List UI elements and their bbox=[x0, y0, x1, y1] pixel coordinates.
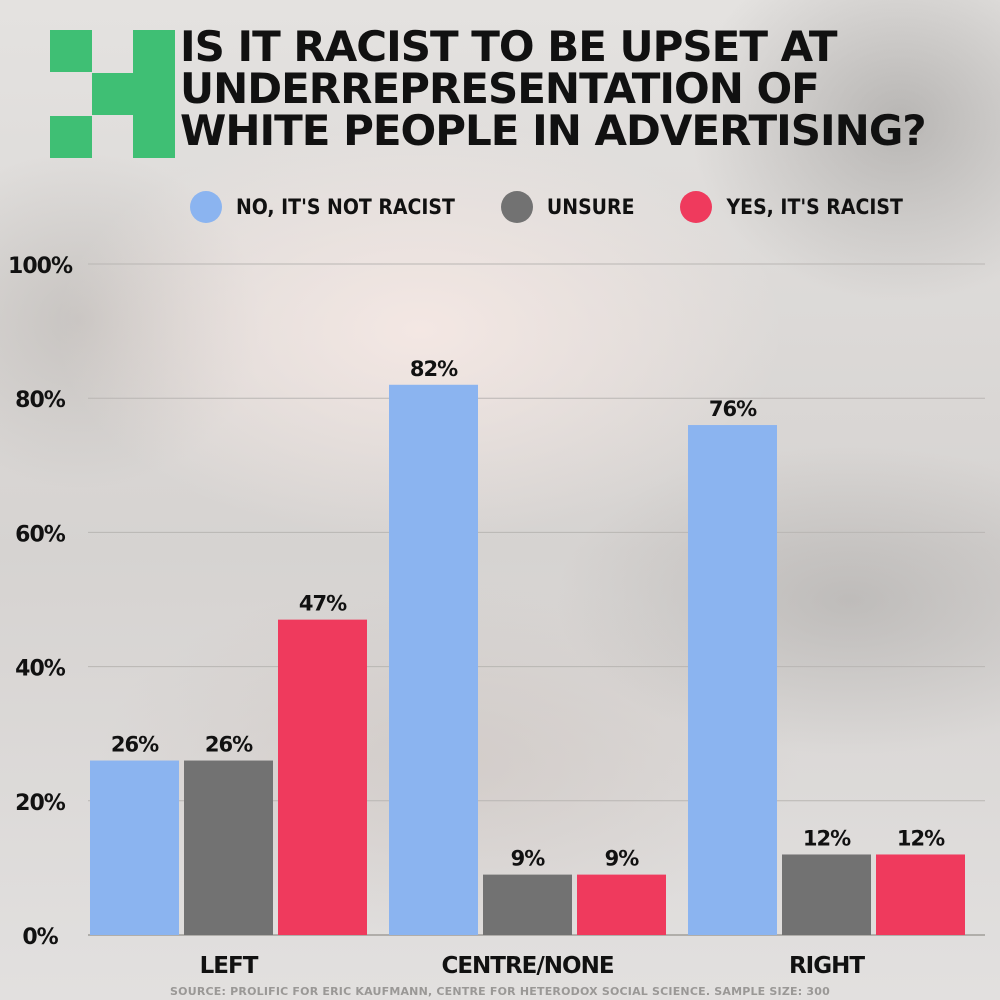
bar-value-label: 47% bbox=[299, 592, 347, 616]
legend-swatch-racist bbox=[680, 191, 713, 223]
legend-label-not-racist: NO, IT'S NOT RACIST bbox=[236, 195, 455, 219]
legend-swatch-not-racist bbox=[190, 191, 222, 223]
bar-value-label: 12% bbox=[897, 826, 945, 850]
y-tick-label: 0% bbox=[22, 925, 58, 950]
y-tick-label: 100% bbox=[8, 254, 73, 279]
bar bbox=[782, 854, 871, 935]
bar-value-label: 26% bbox=[205, 733, 253, 757]
bar-value-label: 12% bbox=[803, 826, 851, 850]
title-line-2: UNDERREPRESENTATION OF bbox=[180, 64, 820, 113]
y-tick-label: 20% bbox=[15, 791, 66, 816]
y-tick-label: 60% bbox=[15, 522, 66, 547]
bar bbox=[389, 384, 478, 935]
y-tick-label: 80% bbox=[15, 388, 66, 413]
legend-label-racist: YES, IT'S RACIST bbox=[726, 195, 903, 219]
chart-title: IS IT RACIST TO BE UPSET AT UNDERREPRESE… bbox=[180, 26, 980, 152]
logo-icon bbox=[50, 30, 175, 158]
legend-label-unsure: UNSURE bbox=[546, 195, 635, 219]
bar-value-label: 82% bbox=[410, 357, 458, 381]
title-line-3: WHITE PEOPLE IN ADVERTISING? bbox=[180, 106, 927, 155]
bar bbox=[577, 874, 666, 935]
title-line-1: IS IT RACIST TO BE UPSET AT bbox=[180, 22, 838, 71]
legend-swatch-unsure bbox=[500, 191, 533, 223]
bar bbox=[184, 760, 273, 935]
legend-item-racist: YES, IT'S RACIST bbox=[680, 191, 903, 223]
bar-value-label: 26% bbox=[111, 733, 159, 757]
x-category-label: RIGHT bbox=[789, 953, 865, 979]
bar-value-label: 76% bbox=[709, 397, 757, 421]
source-note: SOURCE: PROLIFIC FOR ERIC KAUFMANN, CENT… bbox=[170, 985, 830, 998]
y-tick-label: 40% bbox=[15, 657, 66, 682]
bar bbox=[483, 874, 572, 935]
bar bbox=[876, 854, 965, 935]
bar-value-label: 9% bbox=[511, 847, 546, 871]
x-category-label: CENTRE/NONE bbox=[441, 953, 613, 979]
legend: NO, IT'S NOT RACIST UNSURE YES, IT'S RAC… bbox=[190, 190, 949, 224]
bar bbox=[278, 619, 367, 935]
legend-item-unsure: UNSURE bbox=[500, 191, 635, 223]
legend-item-not-racist: NO, IT'S NOT RACIST bbox=[190, 191, 455, 223]
x-category-label: LEFT bbox=[200, 953, 259, 979]
bar bbox=[90, 760, 179, 935]
bar bbox=[688, 425, 777, 935]
bar-value-label: 9% bbox=[605, 847, 640, 871]
